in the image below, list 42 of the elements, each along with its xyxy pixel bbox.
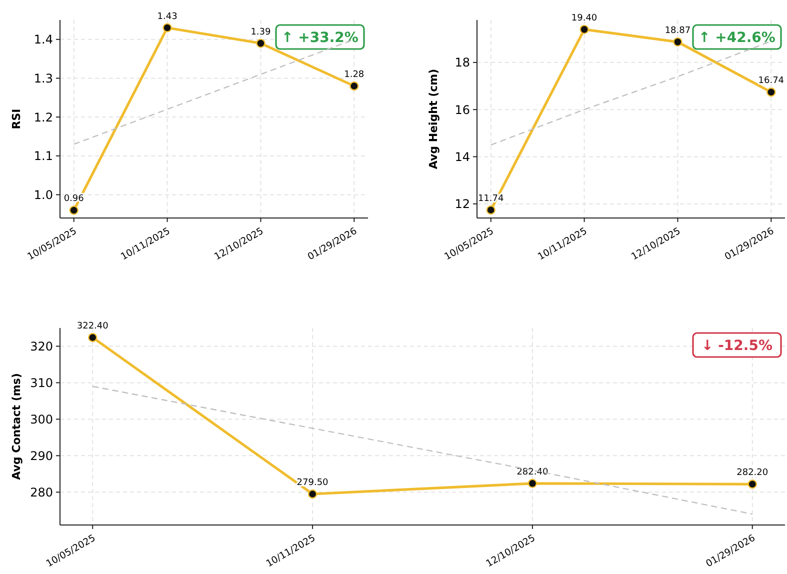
data-label: 1.39 [250,27,272,38]
y-tick-label: 16 [454,102,470,117]
y-tick-label: 280 [30,485,53,500]
data-label: 19.40 [571,13,598,24]
annotation: ↓ -12.5% [702,338,772,354]
point [162,23,172,32]
y-axis-title: RSI [10,108,23,130]
data-label: 1.43 [157,12,178,22]
y-axis-title: Avg Height (cm) [427,68,440,170]
data-label: 1.28 [344,70,364,80]
point [528,478,538,488]
y-tick-label: 300 [30,412,53,426]
annotation: ↑ +33.2% [282,30,358,46]
point [350,81,359,91]
y-tick-label: 290 [30,448,53,463]
data-label: 18.87 [664,26,691,36]
y-tick-label: 12 [454,197,470,212]
data-label: 16.74 [758,76,784,86]
point [69,206,78,215]
data-label: 282.20 [736,468,768,478]
y-tick-label: 1.1 [34,149,53,164]
y-tick-label: 14 [454,150,470,164]
data-label: 322.40 [76,321,109,332]
y-tick-label: 18 [454,56,470,70]
y-tick-label: 310 [30,376,53,390]
y-tick-label: 1.3 [34,71,53,86]
annotation: ↑ +42.6% [698,30,776,46]
data-label: 282.40 [516,467,548,478]
point [256,38,266,48]
point [88,332,98,342]
y-axis-title: Avg Contact (ms) [10,373,23,480]
point [580,24,589,34]
y-tick-label: 1.0 [34,188,53,202]
point [486,205,496,215]
point [308,489,318,499]
y-tick-label: 320 [30,339,53,354]
data-label: 279.50 [296,478,329,488]
point [673,37,682,47]
point [748,480,757,489]
point [766,88,776,97]
y-tick-label: 1.4 [34,32,53,47]
y-tick-label: 1.2 [34,110,53,124]
